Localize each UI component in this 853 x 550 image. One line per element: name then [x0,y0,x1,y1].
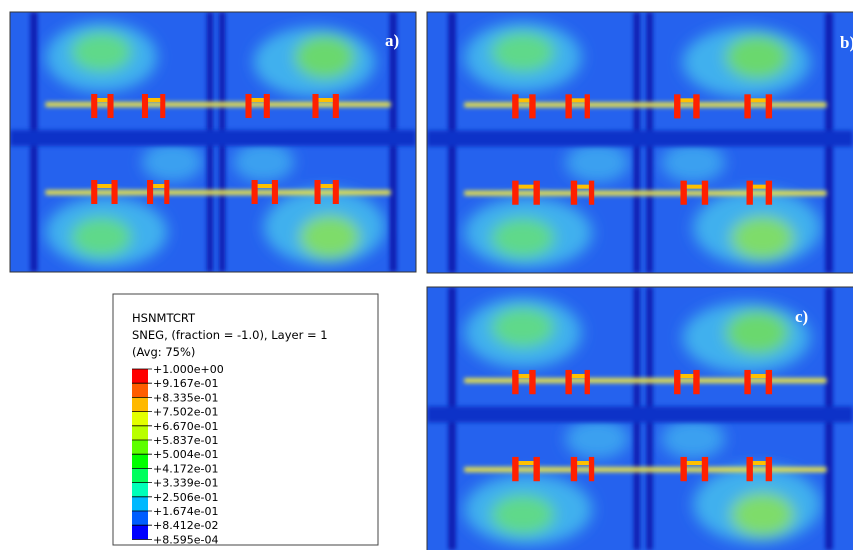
legend-label: +5.837e-01 [153,434,218,447]
legend-color-band [132,369,148,384]
legend-color-band [132,511,148,526]
legend-label: +3.339e-01 [153,477,218,490]
legend-label: +8.412e-02 [153,519,218,532]
legend-label: +7.502e-01 [153,406,218,419]
panel-label: b) [840,33,853,52]
legend-color-band [132,425,148,441]
legend-label: +5.004e-01 [153,448,218,461]
legend-color-band [132,440,148,455]
legend-color-band [132,525,148,540]
legend-label: +8.335e-01 [153,391,218,404]
legend-color-band [132,468,148,483]
panel-a: a) [9,11,417,273]
legend-label: +4.172e-01 [153,462,218,475]
legend-label: +1.674e-01 [153,505,218,518]
legend-color-band [132,383,148,398]
legend-label: +6.670e-01 [153,420,218,433]
legend-color-band [132,397,148,412]
panel-c: c) [426,286,853,550]
legend-label: +1.000e+00 [153,363,224,376]
legend-color-band [132,454,148,469]
legend-subtitle: SNEG, (fraction = -1.0), Layer = 1 [132,328,328,342]
legend-label: +9.167e-01 [153,377,218,390]
panel-b: b) [426,11,853,274]
legend-title: HSNMTCRT [132,311,196,325]
legend-color-band [132,496,148,512]
legend-label: +2.506e-01 [153,491,218,504]
panel-label: a) [385,31,399,50]
legend: HSNMTCRT SNEG, (fraction = -1.0), Layer … [112,293,379,546]
legend-note: (Avg: 75%) [132,345,195,359]
legend-color-band [132,411,148,427]
panel-label: c) [795,307,808,326]
legend-color-band [132,482,148,498]
legend-label: +8.595e-04 [153,533,218,546]
